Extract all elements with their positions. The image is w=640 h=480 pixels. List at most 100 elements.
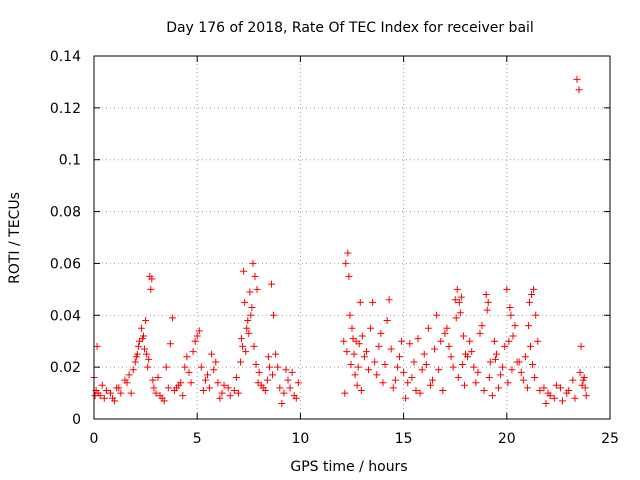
y-axis-label: ROTI / TECUs	[7, 192, 23, 284]
data-point	[542, 399, 550, 407]
data-point	[379, 379, 387, 387]
data-point	[354, 363, 362, 371]
y-tick-label: 0.06	[50, 256, 81, 272]
data-point	[113, 384, 121, 392]
data-point	[521, 353, 529, 361]
data-point	[356, 298, 364, 306]
x-tick-label: 15	[395, 431, 413, 447]
data-point	[526, 298, 534, 306]
data-point	[340, 337, 348, 345]
data-point	[144, 363, 152, 371]
data-point	[237, 358, 245, 366]
data-point	[577, 342, 585, 350]
data-point	[149, 376, 157, 384]
data-point	[240, 267, 248, 275]
data-point	[381, 361, 389, 369]
data-point	[253, 285, 261, 293]
y-tick-label: 0.1	[59, 153, 81, 169]
data-point	[255, 368, 263, 376]
data-point	[385, 296, 393, 304]
data-point	[349, 335, 357, 343]
data-point	[418, 366, 426, 374]
data-point	[488, 392, 496, 400]
data-point	[360, 353, 368, 361]
data-point	[170, 386, 178, 394]
data-point	[244, 316, 252, 324]
data-point	[412, 386, 420, 394]
data-point	[243, 324, 251, 332]
data-point	[400, 368, 408, 376]
data-point	[270, 311, 278, 319]
data-point	[358, 332, 366, 340]
data-point	[536, 386, 544, 394]
data-point	[406, 340, 414, 348]
y-tick-label: 0.14	[50, 49, 81, 65]
data-point	[220, 381, 228, 389]
data-point	[250, 342, 258, 350]
data-point	[206, 384, 214, 392]
data-point	[531, 374, 539, 382]
data-point	[474, 368, 482, 376]
data-point	[123, 379, 131, 387]
data-point	[91, 392, 99, 400]
data-point	[472, 379, 480, 387]
x-tick-label: 10	[291, 431, 309, 447]
data-point	[565, 386, 573, 394]
data-point	[232, 374, 240, 382]
data-point	[224, 384, 232, 392]
data-point	[241, 298, 249, 306]
data-point	[393, 363, 401, 371]
data-point	[274, 363, 282, 371]
data-point	[416, 389, 424, 397]
data-point	[504, 379, 512, 387]
data-point	[420, 350, 428, 358]
data-point	[530, 285, 538, 293]
data-point	[552, 381, 560, 389]
data-point	[245, 329, 253, 337]
data-point	[252, 361, 260, 369]
data-point	[439, 386, 447, 394]
data-point	[513, 358, 521, 366]
data-point	[185, 368, 193, 376]
data-point	[183, 353, 191, 361]
data-point	[371, 358, 379, 366]
x-tick-label: 0	[90, 431, 99, 447]
data-point	[435, 366, 443, 374]
data-point	[142, 316, 150, 324]
data-point	[346, 311, 354, 319]
data-point	[143, 350, 151, 358]
data-points	[90, 75, 590, 407]
data-point	[199, 386, 207, 394]
data-point	[284, 376, 292, 384]
data-point	[389, 384, 397, 392]
axes: 0 5 10 15 20 25 0 0.02 0.04 0.06 0.08 0.1 0.12 0.14	[50, 49, 619, 447]
data-point	[433, 311, 441, 319]
data-point	[476, 329, 484, 337]
data-point	[369, 298, 377, 306]
data-point	[497, 371, 505, 379]
x-tick-label: 25	[601, 431, 619, 447]
data-point	[523, 384, 531, 392]
data-point	[238, 335, 246, 343]
data-point	[134, 342, 142, 350]
data-point	[141, 345, 149, 353]
data-point	[294, 379, 302, 387]
data-point	[129, 366, 137, 374]
data-point	[355, 340, 363, 348]
data-point	[483, 306, 491, 314]
data-point	[246, 288, 254, 296]
data-point	[145, 355, 153, 363]
data-point	[351, 371, 359, 379]
data-point	[491, 355, 499, 363]
data-point	[265, 363, 273, 371]
data-point	[495, 384, 503, 392]
data-point	[404, 379, 412, 387]
data-point	[282, 366, 290, 374]
data-point	[216, 394, 224, 402]
data-point	[499, 363, 507, 371]
data-point	[556, 384, 564, 392]
data-point	[181, 363, 189, 371]
data-point	[107, 389, 115, 397]
data-point	[509, 332, 517, 340]
data-point	[391, 376, 399, 384]
